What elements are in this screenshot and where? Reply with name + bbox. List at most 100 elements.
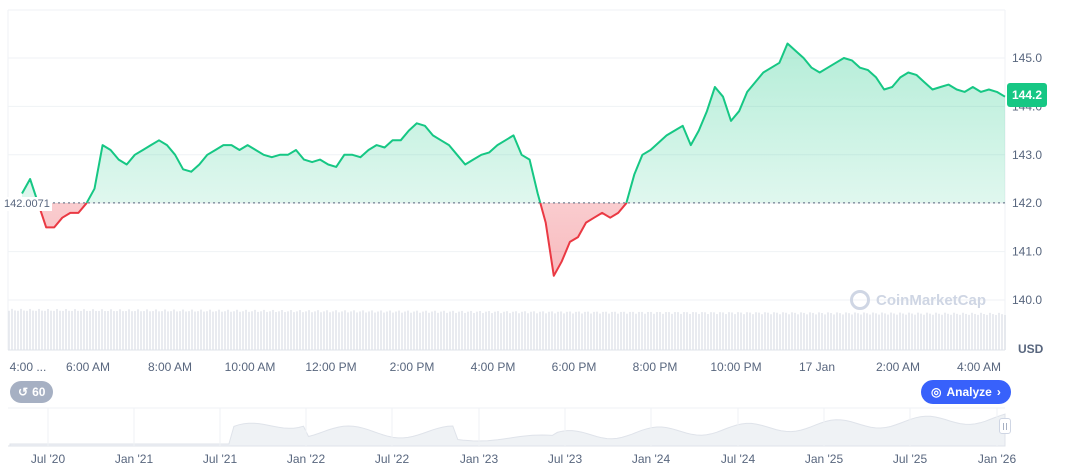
volume-bar [29, 309, 31, 350]
volume-bar [974, 314, 976, 350]
volume-bar [461, 311, 463, 350]
volume-bar [692, 312, 694, 350]
volume-bar [713, 312, 715, 350]
volume-bar [818, 312, 820, 350]
volume-bar [821, 313, 823, 350]
analyze-icon: ◎ [931, 385, 941, 399]
volume-bar [815, 314, 817, 350]
volume-bar [110, 309, 112, 350]
volume-bar [107, 311, 109, 350]
volume-bar [953, 313, 955, 350]
volume-bar [677, 312, 679, 350]
volume-bar [314, 311, 316, 350]
volume-bar [89, 311, 91, 350]
volume-bar [779, 314, 781, 350]
volume-bar [173, 310, 175, 350]
volume-bar [782, 312, 784, 350]
volume-bar [332, 311, 334, 350]
analyze-button[interactable]: ◎ Analyze › [921, 380, 1011, 404]
volume-bar [743, 314, 745, 350]
volume-bar [761, 314, 763, 350]
volume-bar [80, 311, 82, 350]
volume-bar [488, 311, 490, 350]
overview-x-tick-label: Jul '24 [721, 452, 756, 466]
volume-bar [437, 313, 439, 350]
volume-bar [296, 311, 298, 350]
volume-bar [611, 312, 613, 350]
volume-bar [725, 314, 727, 350]
volume-bar [131, 311, 133, 350]
volume-bar [404, 312, 406, 350]
volume-bar [431, 312, 433, 350]
volume-bar [389, 311, 391, 350]
volume-bar [266, 312, 268, 350]
volume-bar [626, 314, 628, 350]
volume-bar [167, 311, 169, 350]
volume-bar [170, 311, 172, 350]
volume-bar [605, 312, 607, 350]
volume-bar [758, 313, 760, 350]
volume-bar [74, 309, 76, 350]
volume-bar [893, 313, 895, 350]
overview-x-tick-label: Jan '26 [978, 452, 1017, 466]
volume-bar [455, 313, 457, 350]
volume-bar [944, 313, 946, 350]
volume-bar [887, 315, 889, 350]
volume-bar [152, 311, 154, 350]
volume-bar [254, 310, 256, 350]
volume-bar [734, 314, 736, 350]
volume-bar [674, 312, 676, 350]
overview-x-tick-label: Jan '21 [115, 452, 154, 466]
volume-bar [236, 310, 238, 350]
volume-bar [905, 315, 907, 350]
volume-bar [491, 313, 493, 350]
volume-bar [980, 313, 982, 350]
price-area-up [22, 44, 1005, 276]
volume-bar [395, 312, 397, 350]
volume-bar [518, 313, 520, 350]
volume-bar [197, 311, 199, 350]
volume-bar [563, 313, 565, 350]
overview-x-tick-label: Jul '21 [203, 452, 238, 466]
volume-bar [449, 312, 451, 350]
coinmarketcap-logo-icon [850, 290, 870, 310]
range-drag-handle[interactable] [999, 418, 1011, 434]
volume-bar [755, 312, 757, 350]
volume-bar [560, 311, 562, 350]
volume-bar [335, 310, 337, 350]
volume-bar [182, 310, 184, 350]
volume-bar [98, 311, 100, 350]
volume-bar [656, 312, 658, 350]
volume-bar [503, 312, 505, 350]
volume-bar [671, 314, 673, 350]
volume-bar [992, 314, 994, 350]
volume-bar [92, 309, 94, 350]
volume-bar [179, 311, 181, 350]
y-tick-label: 143.0 [1012, 148, 1042, 162]
volume-bar [17, 311, 19, 350]
volume-bar [581, 314, 583, 350]
volume-bar [56, 309, 58, 350]
x-tick-label: 4:00 AM [957, 360, 1001, 374]
volume-bar [281, 310, 283, 350]
volume-bar [650, 312, 652, 350]
baseline-price-label: 142.0071 [2, 197, 52, 211]
volume-bar [62, 311, 64, 350]
volume-bar [785, 313, 787, 350]
volume-bar [407, 311, 409, 350]
volume-bar [398, 311, 400, 350]
volume-bar [806, 314, 808, 350]
volume-bar [473, 313, 475, 350]
volume-bar [932, 315, 934, 350]
volume-bar [965, 314, 967, 350]
volume-bar [293, 312, 295, 350]
volume-bar [764, 312, 766, 350]
volume-bar [620, 312, 622, 350]
interval-button[interactable]: ↺ 60 [10, 381, 53, 403]
volume-bar [419, 313, 421, 350]
chevron-right-icon: › [997, 385, 1001, 399]
y-tick-label: 145.0 [1012, 51, 1042, 65]
volume-bar [623, 312, 625, 350]
volume-bar [665, 312, 667, 350]
x-tick-label: 6:00 AM [66, 360, 110, 374]
